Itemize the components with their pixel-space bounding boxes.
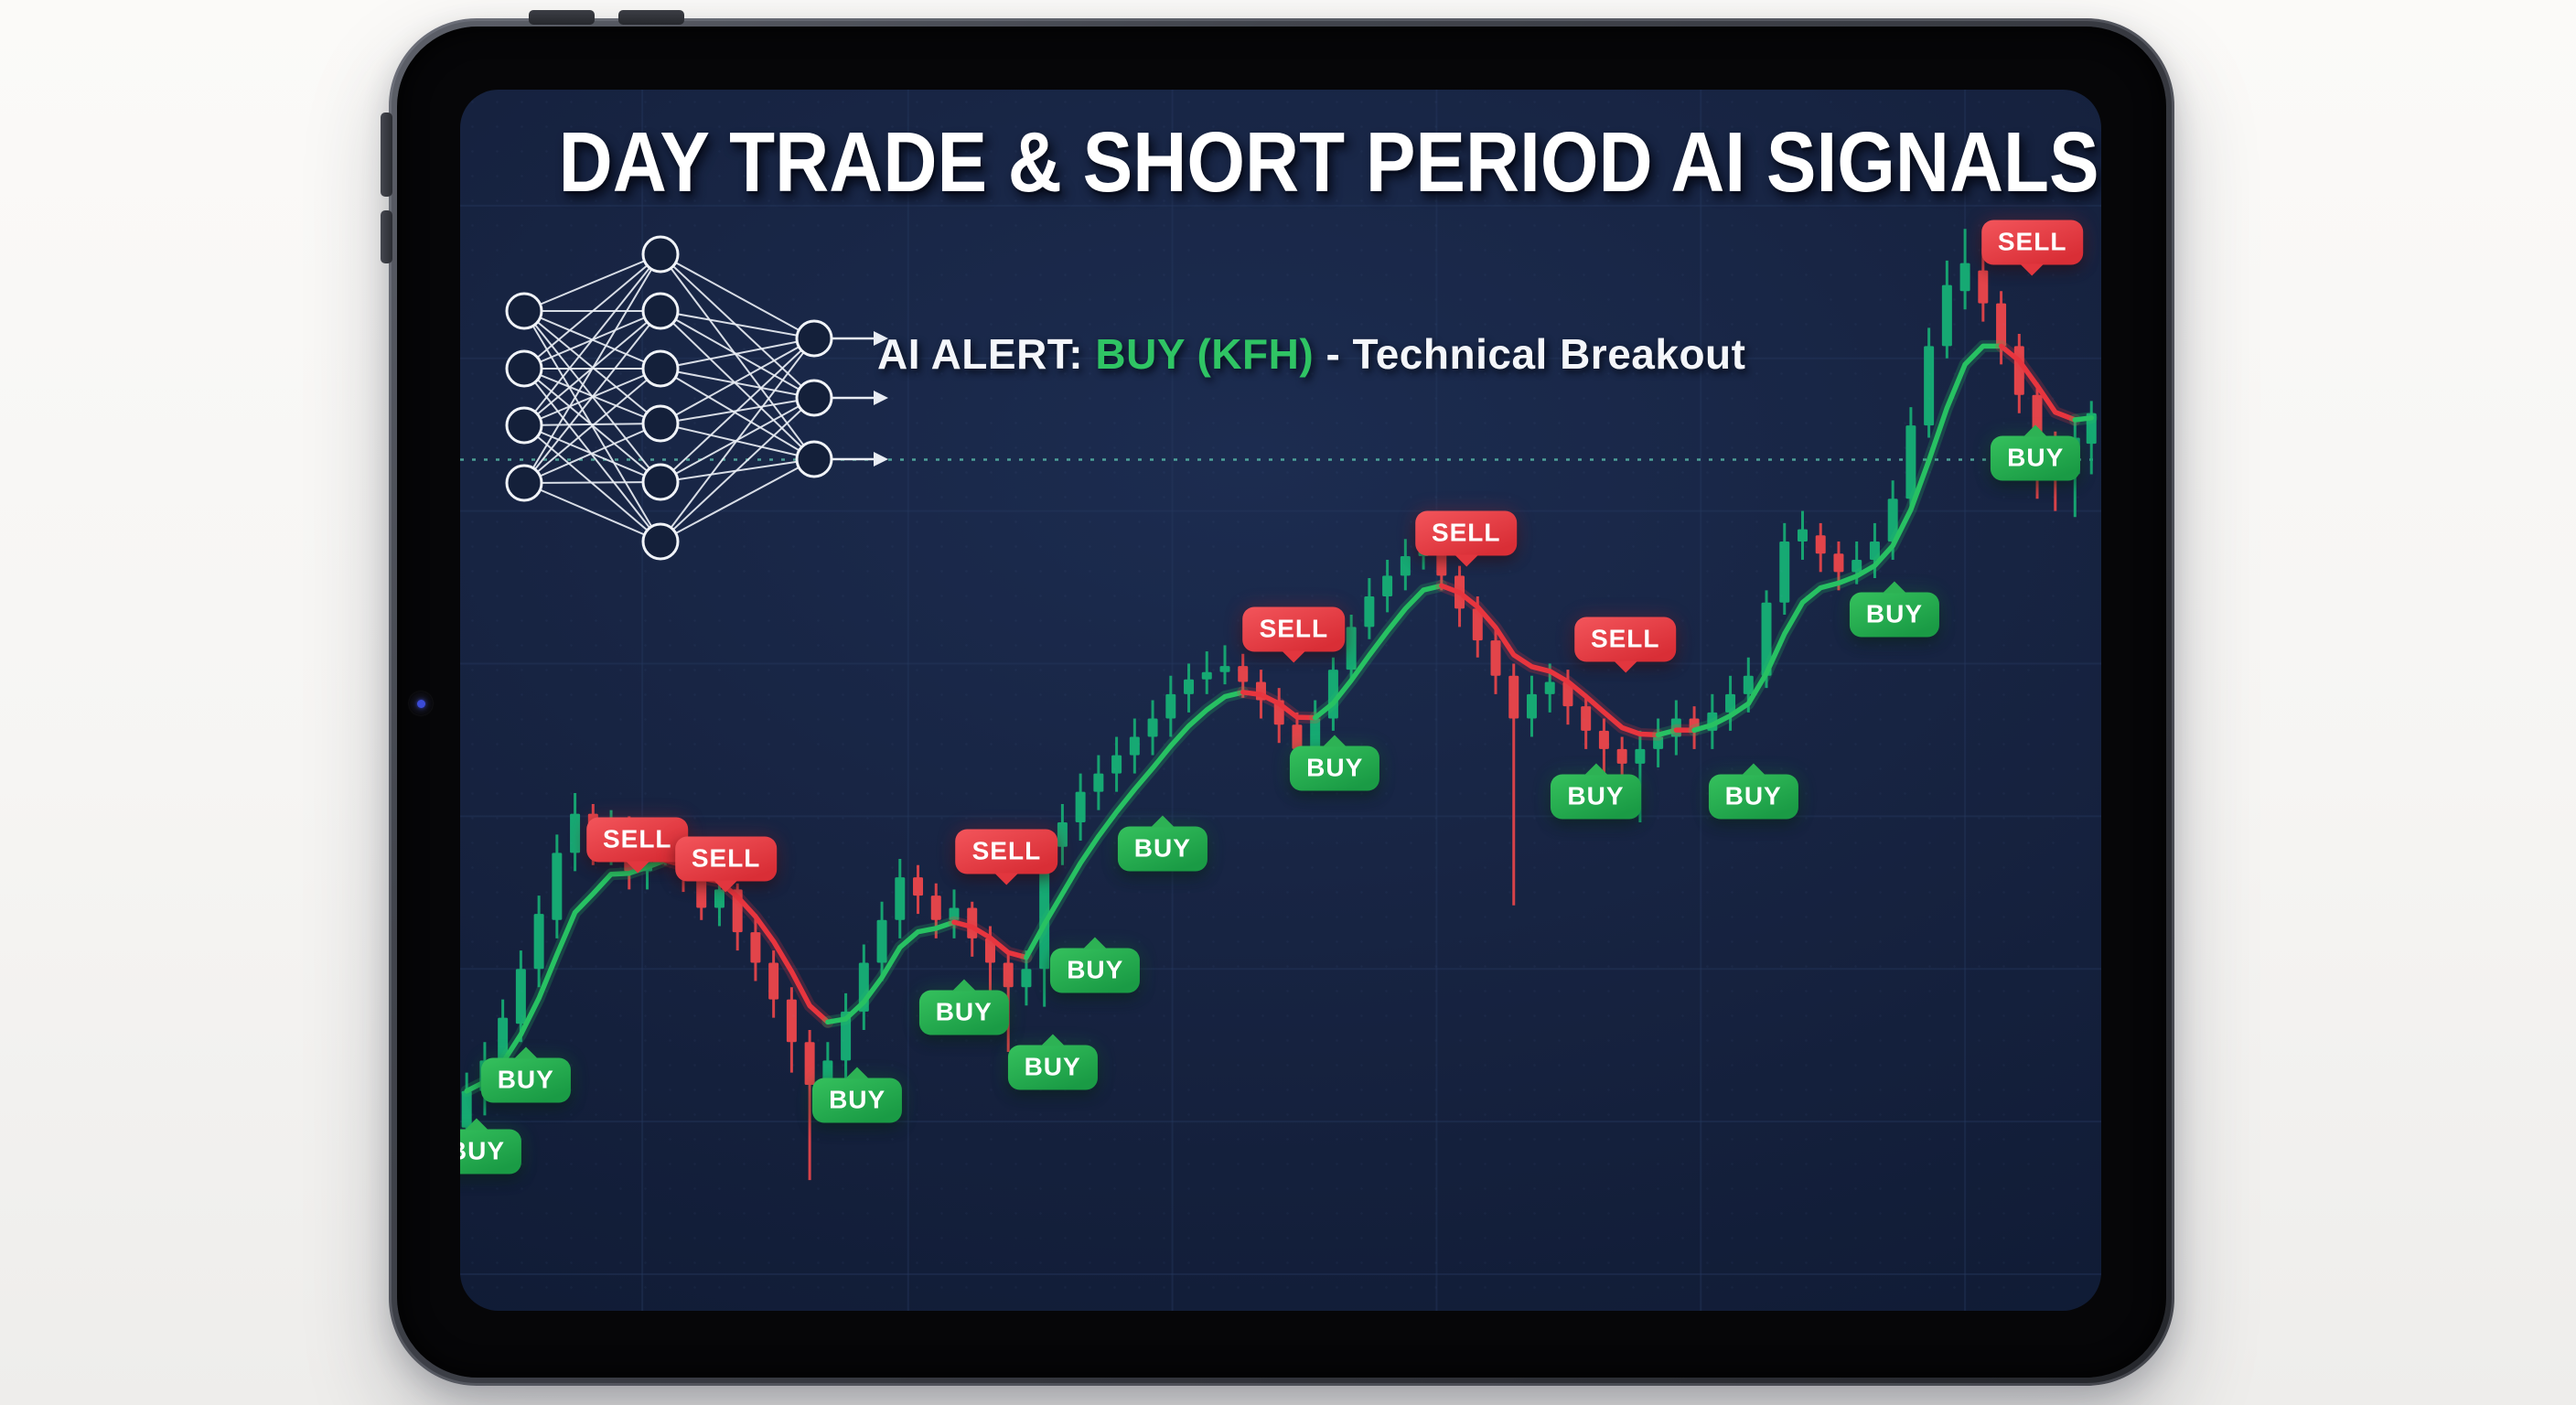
side-button[interactable] (381, 210, 392, 263)
buy-pointer-icon (1083, 937, 1108, 949)
signal-badge-buy[interactable]: BUY (460, 1118, 521, 1174)
signal-badge-sell[interactable]: SELL (955, 829, 1058, 885)
buy-pointer-icon (464, 1118, 488, 1131)
signal-badge-sell[interactable]: SELL (1573, 617, 1677, 673)
signal-badge-sell[interactable]: SELL (585, 817, 689, 874)
signal-badge-label: SELL (1259, 614, 1329, 643)
buy-pointer-icon (2023, 424, 2048, 437)
signal-badge-buy[interactable]: BUY (1050, 937, 1141, 993)
buy-pointer-icon (1583, 763, 1608, 776)
sell-pointer-icon (1454, 554, 1478, 567)
signal-badge-buy[interactable]: BUY (1708, 763, 1798, 820)
alert-signal: BUY (KFH) (1095, 330, 1326, 378)
power-button[interactable] (381, 113, 392, 197)
sell-pointer-icon (1282, 650, 1306, 663)
signal-badge-buy[interactable]: BUY (1290, 735, 1380, 791)
sell-pointer-icon (1613, 660, 1637, 673)
page-title: DAY TRADE & SHORT PERIOD AI SIGNALS (558, 114, 2099, 209)
volume-up-button[interactable] (529, 10, 595, 25)
tablet-device: BUY BUY SELL SELL BUY BUY SELL BUY BUY BUY SELL BUY… (381, 10, 2174, 1386)
ai-alert-banner: AI ALERT: BUY (KFH) - Technical Breakout (877, 329, 1745, 379)
alert-prefix: AI ALERT: (877, 330, 1096, 378)
signal-badge-buy[interactable]: BUY (480, 1046, 571, 1103)
sell-pointer-icon (2020, 263, 2045, 276)
signal-badge-sell[interactable]: SELL (674, 836, 778, 893)
signal-badge-label: BUY (1865, 599, 1924, 628)
signal-badge-sell[interactable]: SELL (1242, 606, 1346, 663)
signal-badge-label: BUY (1724, 781, 1782, 810)
buy-pointer-icon (513, 1046, 538, 1059)
signal-badge-label: BUY (935, 997, 993, 1026)
buy-pointer-icon (951, 979, 976, 992)
signal-badge-label: BUY (2007, 443, 2065, 472)
signal-badges-layer: BUY BUY SELL SELL BUY BUY SELL BUY BUY BUY SELL BUY… (460, 90, 2101, 1311)
signal-badge-label: BUY (1306, 753, 1364, 782)
signal-badge-sell[interactable]: SELL (1980, 220, 2084, 276)
signal-badge-label: SELL (691, 843, 761, 873)
alert-suffix: - Technical Breakout (1326, 330, 1746, 378)
buy-pointer-icon (1323, 735, 1347, 747)
signal-badge-buy[interactable]: BUY (812, 1067, 903, 1123)
signal-badge-label: SELL (1431, 518, 1501, 547)
signal-badge-buy[interactable]: BUY (1849, 581, 1940, 638)
screen: BUY BUY SELL SELL BUY BUY SELL BUY BUY BUY SELL BUY… (460, 90, 2101, 1311)
signal-badge-buy[interactable]: BUY (1117, 815, 1208, 872)
signal-badge-label: SELL (602, 824, 672, 853)
signal-badge-label: BUY (497, 1065, 554, 1094)
front-camera (409, 692, 433, 715)
signal-badge-buy[interactable]: BUY (1551, 763, 1641, 820)
signal-badge-label: BUY (1133, 833, 1191, 863)
camera-lens-icon (416, 699, 425, 708)
signal-badge-label: BUY (1567, 781, 1625, 810)
sell-pointer-icon (714, 880, 738, 893)
signal-badge-label: SELL (1997, 227, 2067, 256)
sell-pointer-icon (625, 861, 649, 874)
buy-pointer-icon (1741, 763, 1766, 776)
signal-badge-buy[interactable]: BUY (918, 979, 1009, 1035)
buy-pointer-icon (1882, 581, 1906, 594)
signal-badge-label: SELL (971, 836, 1042, 865)
signal-badge-label: SELL (1590, 624, 1660, 653)
signal-badge-label: BUY (829, 1085, 886, 1114)
buy-pointer-icon (1040, 1034, 1065, 1046)
signal-badge-label: BUY (460, 1136, 505, 1165)
signal-badge-buy[interactable]: BUY (1991, 424, 2081, 481)
volume-down-button[interactable] (618, 10, 684, 25)
sell-pointer-icon (994, 873, 1019, 885)
signal-badge-buy[interactable]: BUY (1007, 1034, 1098, 1090)
buy-pointer-icon (845, 1067, 870, 1079)
signal-badge-label: BUY (1024, 1052, 1081, 1081)
neural-network-icon (505, 235, 888, 561)
signal-badge-sell[interactable]: SELL (1414, 510, 1518, 567)
signal-badge-label: BUY (1067, 955, 1124, 984)
buy-pointer-icon (1150, 815, 1175, 828)
